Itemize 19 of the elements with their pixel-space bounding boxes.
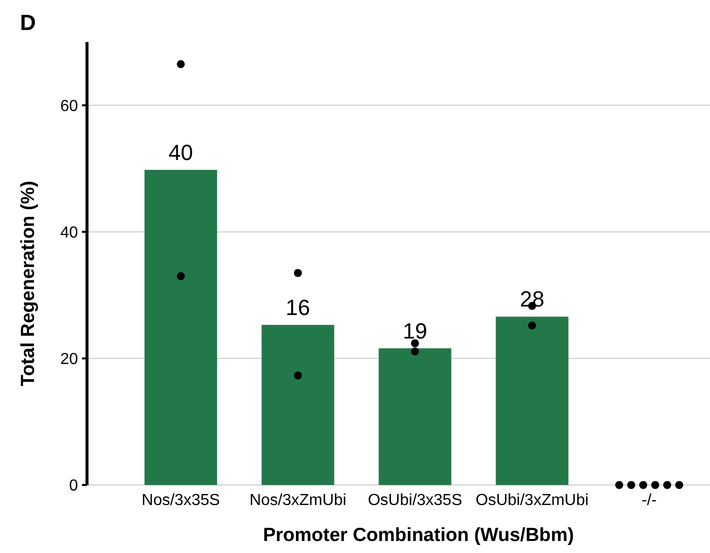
x-tick-label: OsUbi/3xZmUbi [476,492,589,509]
x-tick-label: -/- [642,492,657,509]
bar [378,348,452,485]
annotation: 40 [168,140,194,165]
chart-title: D [20,10,36,35]
x-tick-label: Nos/3xZmUbi [249,492,346,509]
x-axis-title: Promoter Combination (Wus/Bbm) [262,525,574,546]
bar [144,170,218,485]
y-tick-label: 20 [60,351,78,368]
x-tick-label: OsUbi/3x35S [368,492,462,509]
annotation: 16 [286,294,310,320]
bar [262,324,334,485]
y-tick-label: 0 [69,478,78,495]
annotation: 19 [402,318,428,344]
y-axis-title: Total Regeneration (%) [18,180,39,386]
y-tick-label: 60 [60,98,78,115]
y-tick-label: 40 [60,224,78,242]
x-tick-label: Nos/3x35S [142,492,220,509]
bar [496,316,568,485]
